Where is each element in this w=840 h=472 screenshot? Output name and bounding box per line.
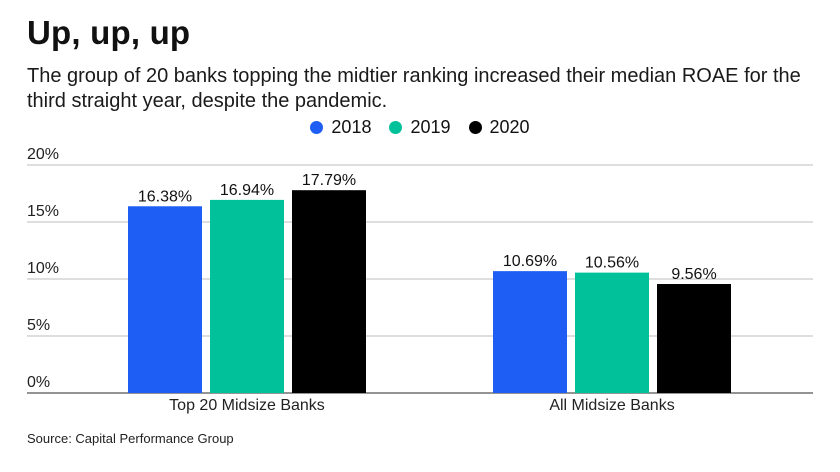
legend-swatch-2018 (310, 121, 324, 134)
chart-title: Up, up, up (27, 14, 191, 51)
legend-item-2018: 2018 (310, 117, 371, 138)
bar-2020 (292, 190, 366, 393)
bar-2018 (128, 206, 202, 393)
legend-item-2019: 2019 (389, 117, 451, 138)
data-label: 10.69% (503, 253, 557, 270)
data-label: 9.56% (671, 266, 716, 283)
bar-2020 (657, 284, 731, 393)
bar-2019 (575, 272, 649, 393)
y-tick-label: 15% (27, 203, 59, 220)
y-tick-label: 5% (27, 317, 50, 334)
legend-label-2020: 2020 (489, 117, 530, 137)
data-label: 16.38% (138, 188, 192, 205)
legend-swatch-2019 (389, 121, 403, 134)
legend: 2018 2019 2020 (0, 117, 840, 138)
bar-2018 (493, 271, 567, 393)
chart-subtitle: The group of 20 banks topping the midtie… (27, 65, 801, 112)
legend-item-2020: 2020 (468, 117, 530, 138)
legend-label-2018: 2018 (331, 117, 372, 137)
legend-swatch-2020 (468, 121, 482, 134)
data-label: 10.56% (585, 255, 639, 272)
bar-2019 (210, 199, 284, 393)
source-note: Source: Capital Performance Group (27, 431, 234, 446)
y-tick-label: 20% (27, 146, 59, 163)
data-label: 17.79% (302, 172, 356, 189)
data-label: 16.94% (220, 182, 274, 199)
x-category-label: Top 20 Midsize Banks (169, 397, 325, 414)
y-tick-label: 0% (27, 374, 50, 391)
legend-label-2019: 2019 (410, 117, 451, 137)
x-category-label: All Midsize Banks (549, 397, 674, 414)
y-tick-label: 10% (27, 260, 59, 277)
